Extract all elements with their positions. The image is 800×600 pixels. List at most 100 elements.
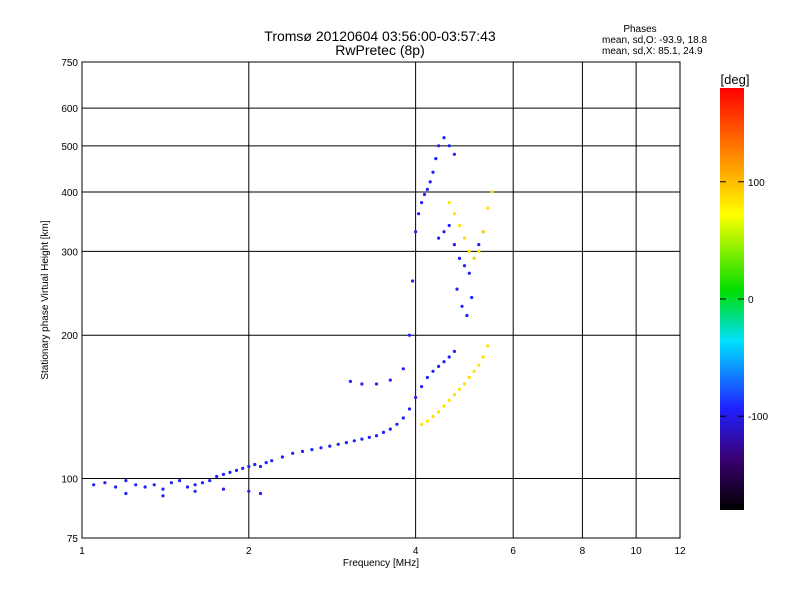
y-tick-labels: 75 100 200 300 400 500 600 750 bbox=[61, 58, 78, 545]
y-tick-label: 750 bbox=[61, 58, 78, 69]
stats-o-mode: mean, sd,O: -93.9, 18.8 bbox=[602, 35, 707, 46]
o-mode-point bbox=[467, 271, 471, 275]
o-mode-point bbox=[431, 170, 435, 174]
o-mode-point bbox=[291, 451, 295, 455]
colorbar-tick-label: 0 bbox=[748, 295, 754, 306]
o-mode-point bbox=[437, 364, 441, 368]
o-mode-point bbox=[253, 462, 257, 467]
y-tick-label: 75 bbox=[67, 534, 79, 545]
colorbar-tick-label: 100 bbox=[748, 178, 765, 189]
o-mode-point bbox=[124, 479, 128, 483]
x-mode-point bbox=[431, 414, 435, 419]
o-mode-point bbox=[270, 459, 274, 463]
colorbar-tick-label: -100 bbox=[748, 412, 768, 423]
o-mode-point bbox=[452, 152, 456, 156]
o-mode-point bbox=[264, 461, 268, 465]
grid-lines bbox=[82, 62, 680, 538]
x-mode-point bbox=[477, 249, 481, 253]
x-tick-label: 10 bbox=[631, 546, 643, 557]
o-mode-point bbox=[428, 180, 432, 184]
x-mode-point bbox=[452, 393, 456, 397]
plot-frame bbox=[81, 61, 681, 539]
o-mode-point bbox=[360, 437, 364, 441]
x-mode-point bbox=[467, 249, 471, 253]
o-mode-point bbox=[420, 201, 424, 205]
o-mode-point bbox=[348, 379, 352, 383]
x-mode-point bbox=[472, 369, 476, 373]
o-mode-point bbox=[401, 367, 405, 371]
y-tick-label: 200 bbox=[61, 331, 78, 342]
o-mode-point bbox=[234, 468, 239, 472]
y-tick-label: 400 bbox=[61, 188, 78, 199]
o-mode-point bbox=[477, 243, 481, 247]
o-mode-point bbox=[258, 491, 263, 496]
o-mode-point bbox=[221, 487, 226, 491]
x-mode-point bbox=[457, 223, 462, 228]
chart-title: Tromsø 20120604 03:56:00-03:57:43 bbox=[264, 28, 496, 44]
o-mode-point bbox=[300, 449, 305, 453]
o-mode-point bbox=[470, 295, 474, 300]
o-mode-point bbox=[336, 442, 340, 446]
o-mode-point bbox=[352, 439, 356, 443]
x-tick-label: 2 bbox=[246, 546, 252, 557]
x-mode-point bbox=[477, 363, 481, 367]
x-tick-label: 12 bbox=[674, 546, 686, 557]
o-mode-point bbox=[228, 470, 232, 474]
o-mode-point bbox=[401, 416, 405, 420]
o-mode-point bbox=[437, 144, 441, 148]
o-mode-point bbox=[434, 157, 438, 161]
o-mode-point bbox=[425, 375, 429, 380]
y-axis-label: Stationary phase Virtual Height [km] bbox=[40, 220, 51, 380]
o-mode-point bbox=[422, 192, 427, 197]
y-tick-label: 500 bbox=[61, 142, 78, 153]
x-mode-point bbox=[486, 344, 490, 348]
o-mode-point bbox=[388, 427, 392, 431]
y-tick-label: 600 bbox=[61, 104, 78, 115]
o-mode-point bbox=[374, 434, 379, 438]
o-mode-point bbox=[161, 487, 165, 491]
o-mode-point bbox=[374, 382, 379, 386]
x-axis-label: Frequency [MHz] bbox=[343, 558, 419, 569]
x-mode-point bbox=[457, 387, 462, 391]
x-mode-point bbox=[452, 212, 456, 216]
o-mode-point bbox=[367, 435, 371, 439]
o-mode-point bbox=[414, 395, 418, 400]
x-mode-point bbox=[442, 404, 446, 408]
data-points bbox=[92, 136, 494, 498]
o-mode-point bbox=[417, 212, 421, 216]
y-tick-label: 300 bbox=[61, 247, 78, 258]
o-mode-point bbox=[143, 485, 147, 489]
o-mode-point bbox=[178, 479, 182, 483]
o-mode-point bbox=[442, 360, 446, 364]
x-mode-point bbox=[481, 355, 485, 359]
x-mode-point bbox=[425, 419, 429, 423]
x-mode-point bbox=[462, 236, 467, 240]
o-mode-point bbox=[452, 349, 456, 353]
o-mode-point bbox=[395, 422, 399, 426]
o-mode-point bbox=[134, 483, 138, 487]
o-mode-point bbox=[193, 489, 197, 493]
o-mode-point bbox=[455, 287, 459, 291]
x-tick-label: 1 bbox=[79, 546, 85, 557]
x-tick-label: 6 bbox=[510, 546, 516, 557]
o-mode-point bbox=[193, 483, 197, 487]
o-mode-point bbox=[381, 430, 386, 434]
o-mode-point bbox=[124, 491, 128, 496]
x-mode-point bbox=[490, 190, 494, 194]
o-mode-point bbox=[465, 313, 469, 318]
o-mode-point bbox=[388, 378, 392, 382]
x-mode-point bbox=[486, 206, 490, 210]
o-mode-point bbox=[215, 474, 219, 479]
o-mode-point bbox=[247, 489, 251, 493]
o-mode-point bbox=[152, 483, 156, 487]
o-mode-point bbox=[310, 448, 314, 452]
o-mode-point bbox=[460, 304, 464, 308]
y-tick-label: 100 bbox=[61, 475, 78, 486]
o-mode-point bbox=[114, 485, 118, 489]
x-mode-point bbox=[472, 256, 476, 260]
o-mode-point bbox=[185, 485, 190, 489]
o-mode-point bbox=[200, 481, 205, 485]
x-mode-point bbox=[437, 410, 441, 414]
